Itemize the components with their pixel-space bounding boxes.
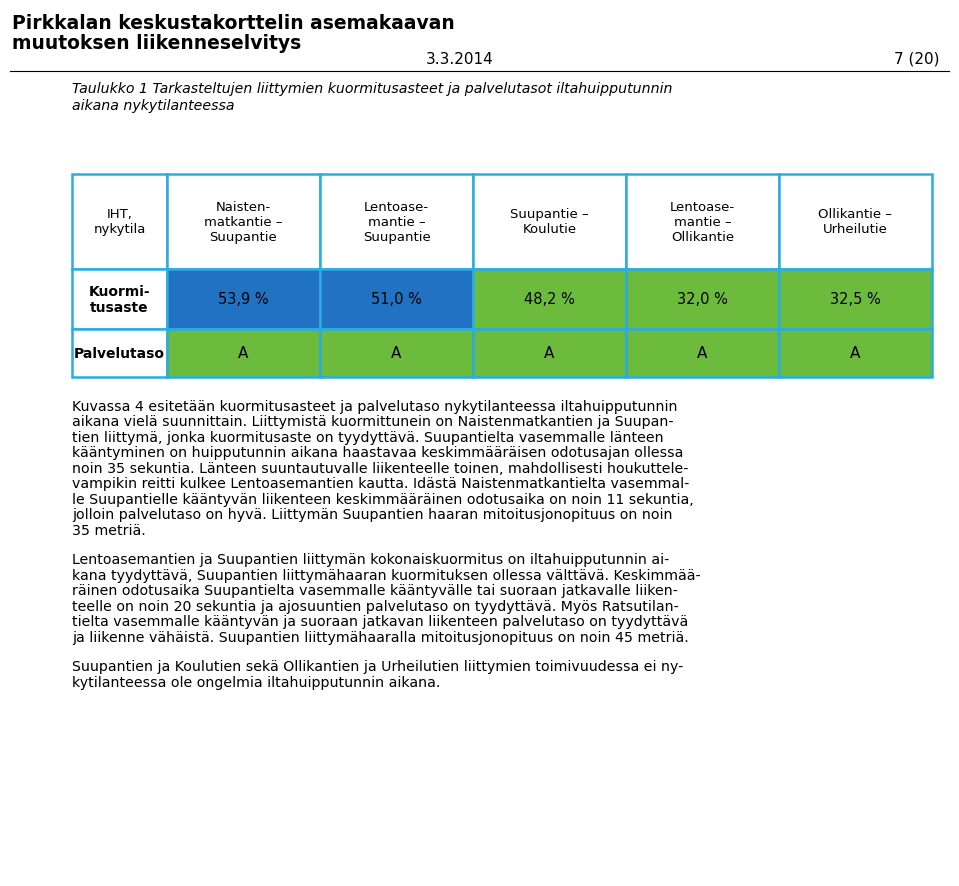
Text: 51,0 %: 51,0 % [371,292,422,307]
Text: Naisten-
matkantie –
Suupantie: Naisten- matkantie – Suupantie [204,201,283,244]
Bar [626,269,779,330]
Text: noin 35 sekuntia. Länteen suuntautuvalle liikenteelle toinen, mahdollisesti houk: noin 35 sekuntia. Länteen suuntautuvalle… [72,462,689,476]
Text: tien liittymä, jonka kuormitusaste on tyydyttävä. Suupantielta vasemmalle läntee: tien liittymä, jonka kuormitusaste on ty… [72,431,664,445]
Text: kytilanteessa ole ongelmia iltahuipputunnin aikana.: kytilanteessa ole ongelmia iltahuipputun… [72,675,440,689]
Text: muutoksen liikenneselvitys: muutoksen liikenneselvitys [12,34,301,53]
Bar [320,175,473,269]
Text: A: A [851,346,860,361]
Bar [473,269,626,330]
Bar [779,330,932,377]
Text: kääntyminen on huipputunnin aikana haastavaa keskimmääräisen odotusajan ollessa: kääntyminen on huipputunnin aikana haast… [72,446,684,460]
Bar [167,175,320,269]
Bar [72,269,167,330]
Bar [779,269,932,330]
Text: 35 metriä.: 35 metriä. [72,524,146,538]
Text: teelle on noin 20 sekuntia ja ajosuuntien palvelutaso on tyydyttävä. Myös Ratsut: teelle on noin 20 sekuntia ja ajosuuntie… [72,599,679,613]
Text: Lentoase-
mantie –
Suupantie: Lentoase- mantie – Suupantie [363,201,431,244]
Bar [167,269,320,330]
Text: räinen odotusaika Suupantielta vasemmalle kääntyvälle tai suoraan jatkavalle lii: räinen odotusaika Suupantielta vasemmall… [72,584,678,598]
Text: aikana nykytilanteessa: aikana nykytilanteessa [72,99,235,113]
Bar [626,330,779,377]
Text: Pirkkalan keskustakorttelin asemakaavan: Pirkkalan keskustakorttelin asemakaavan [12,14,455,33]
Text: A: A [545,346,554,361]
Text: Suupantie –
Koulutie: Suupantie – Koulutie [510,208,589,237]
Bar [779,175,932,269]
Text: A: A [391,346,402,361]
Text: 32,0 %: 32,0 % [677,292,728,307]
Bar [72,175,167,269]
Bar [320,330,473,377]
Text: kana tyydyttävä, Suupantien liittymähaaran kuormituksen ollessa välttävä. Keskim: kana tyydyttävä, Suupantien liittymähaar… [72,568,701,582]
Text: Lentoasemantien ja Suupantien liittymän kokonaiskuormitus on iltahuipputunnin ai: Lentoasemantien ja Suupantien liittymän … [72,553,669,567]
Text: Ollikantie –
Urheilutie: Ollikantie – Urheilutie [818,208,893,237]
Text: 3.3.2014: 3.3.2014 [426,52,494,67]
Text: 32,5 %: 32,5 % [830,292,881,307]
Text: le Suupantielle kääntyvän liikenteen keskimmääräinen odotusaika on noin 11 sekun: le Suupantielle kääntyvän liikenteen kes… [72,493,693,507]
Text: A: A [697,346,708,361]
Text: Palvelutaso: Palvelutaso [74,346,165,361]
Bar [320,269,473,330]
Bar [72,330,167,377]
Bar [473,330,626,377]
Text: Suupantien ja Koulutien sekä Ollikantien ja Urheilutien liittymien toimivuudessa: Suupantien ja Koulutien sekä Ollikantien… [72,660,684,673]
Text: vampikin reitti kulkee Lentoasemantien kautta. Idästä Naistenmatkantielta vasemm: vampikin reitti kulkee Lentoasemantien k… [72,477,690,491]
Text: tielta vasemmalle kääntyvän ja suoraan jatkavan liikenteen palvelutaso on tyydyt: tielta vasemmalle kääntyvän ja suoraan j… [72,615,689,629]
Bar [626,175,779,269]
Text: A: A [239,346,248,361]
Text: Taulukko 1 Tarkasteltujen liittymien kuormitusasteet ja palvelutasot iltahuipput: Taulukko 1 Tarkasteltujen liittymien kuo… [72,82,672,96]
Text: 7 (20): 7 (20) [895,52,940,67]
Text: IHT,
nykytila: IHT, nykytila [93,208,146,237]
Text: jolloin palvelutaso on hyvä. Liittymän Suupantien haaran mitoitusjonopituus on n: jolloin palvelutaso on hyvä. Liittymän S… [72,508,672,522]
Text: aikana vielä suunnittain. Liittymistä kuormittunein on Naistenmatkantien ja Suup: aikana vielä suunnittain. Liittymistä ku… [72,415,673,429]
Bar [167,330,320,377]
Text: Lentoase-
mantie –
Ollikantie: Lentoase- mantie – Ollikantie [670,201,735,244]
Bar [473,175,626,269]
Text: Kuormi-
tusaste: Kuormi- tusaste [88,284,151,315]
Text: ja liikenne vähäistä. Suupantien liittymähaaralla mitoitusjonopituus on noin 45 : ja liikenne vähäistä. Suupantien liittym… [72,630,689,644]
Text: Kuvassa 4 esitetään kuormitusasteet ja palvelutaso nykytilanteessa iltahuipputun: Kuvassa 4 esitetään kuormitusasteet ja p… [72,400,677,414]
Text: 48,2 %: 48,2 % [524,292,575,307]
Text: 53,9 %: 53,9 % [219,292,269,307]
